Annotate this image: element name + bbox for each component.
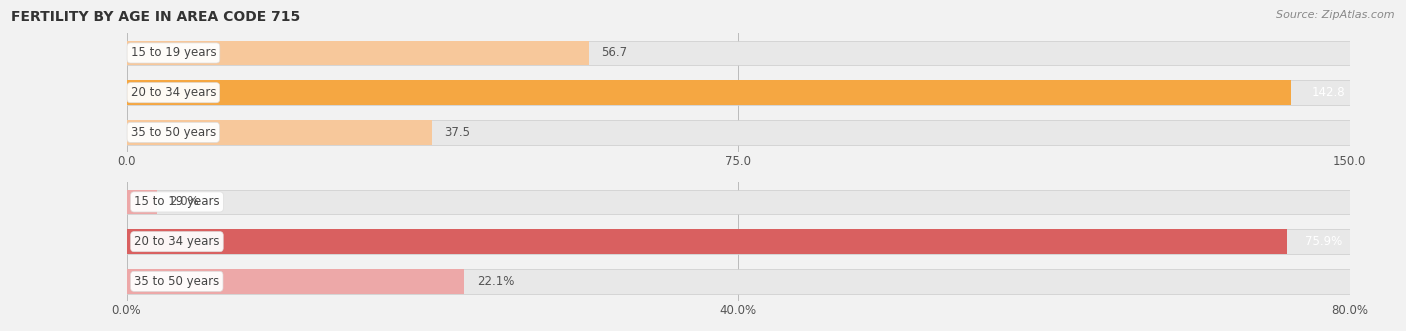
Bar (127, 190, 1350, 214)
Text: 75.9%: 75.9% (1305, 235, 1343, 248)
Text: 35 to 50 years: 35 to 50 years (134, 275, 219, 288)
Text: 142.8: 142.8 (1312, 86, 1346, 99)
Bar (127, 120, 1350, 145)
Text: 37.5: 37.5 (444, 126, 471, 139)
Text: 15 to 19 years: 15 to 19 years (131, 46, 217, 60)
Bar (127, 269, 464, 294)
Bar (127, 80, 1291, 105)
Text: Source: ZipAtlas.com: Source: ZipAtlas.com (1277, 10, 1395, 20)
Bar (127, 190, 157, 214)
Text: 20 to 34 years: 20 to 34 years (131, 86, 217, 99)
Bar (127, 80, 1350, 105)
Bar (127, 229, 1350, 254)
Text: 22.1%: 22.1% (477, 275, 515, 288)
Text: 15 to 19 years: 15 to 19 years (134, 195, 219, 209)
Bar (127, 269, 1350, 294)
Text: 20 to 34 years: 20 to 34 years (134, 235, 219, 248)
Text: 2.0%: 2.0% (169, 195, 200, 209)
Text: 56.7: 56.7 (602, 46, 627, 60)
Bar (127, 229, 1286, 254)
Bar (127, 41, 1350, 65)
Text: FERTILITY BY AGE IN AREA CODE 715: FERTILITY BY AGE IN AREA CODE 715 (11, 10, 301, 24)
Bar (127, 41, 589, 65)
Bar (127, 120, 433, 145)
Text: 35 to 50 years: 35 to 50 years (131, 126, 217, 139)
